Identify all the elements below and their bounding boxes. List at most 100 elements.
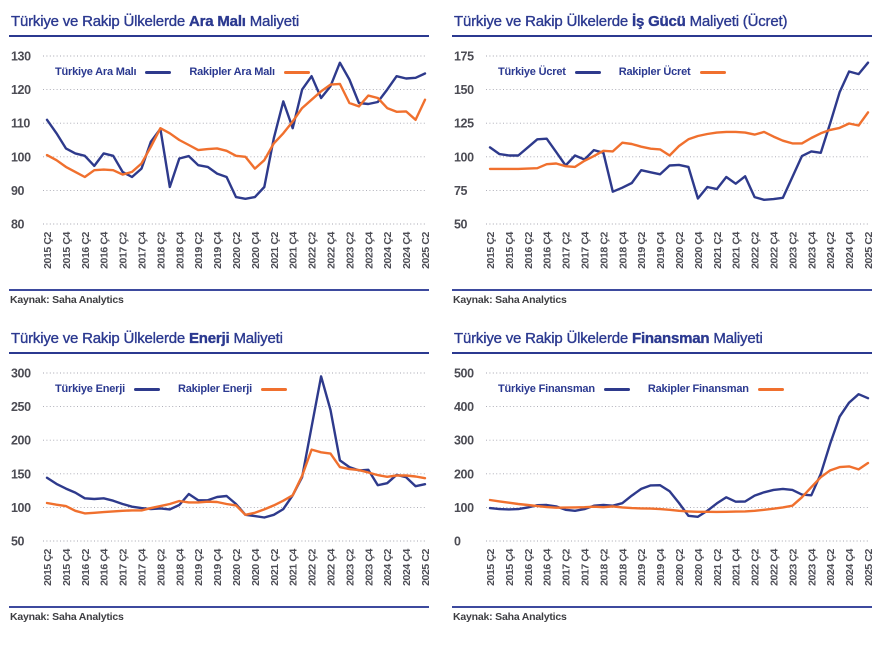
title-bold: Enerji bbox=[189, 330, 230, 347]
legend-line-swatch bbox=[757, 387, 784, 391]
x-tick-label: 2022 Ç2 bbox=[750, 231, 762, 268]
legend-item: Rakipler Enerji bbox=[178, 383, 287, 395]
x-tick-label: 2021 Ç4 bbox=[731, 548, 743, 585]
source-divider bbox=[9, 606, 429, 608]
legend-item: Türkiye Finansman bbox=[498, 383, 630, 395]
legend-line-swatch bbox=[603, 387, 630, 391]
x-tick-label: 2017 Ç4 bbox=[580, 548, 592, 585]
legend-line-swatch bbox=[699, 70, 726, 74]
legend-label: Rakipler Ücret bbox=[618, 66, 691, 78]
x-tick-label: 2020 Ç4 bbox=[693, 548, 705, 585]
title-prefix: Türkiye ve Rakip Ülkelerde bbox=[454, 330, 629, 347]
x-tick-label: 2016 Ç2 bbox=[523, 231, 535, 268]
legend-line-swatch bbox=[145, 70, 172, 74]
x-tick-label: 2025 Ç2 bbox=[863, 548, 872, 585]
x-tick-label: 2023 Ç2 bbox=[787, 548, 799, 585]
y-tick-label: 110 bbox=[11, 117, 30, 131]
x-tick-label: 2020 Ç4 bbox=[250, 231, 262, 268]
y-tick-label: 500 bbox=[454, 367, 474, 381]
series-line-türkiye-ara-malı bbox=[45, 61, 427, 201]
title-bold: Finansman bbox=[632, 330, 710, 347]
x-tick-label: 2018 Ç2 bbox=[598, 548, 610, 585]
legend-line-swatch bbox=[574, 70, 601, 74]
legend-label: Türkiye Ara Malı bbox=[55, 66, 137, 78]
legend-line-swatch bbox=[283, 70, 310, 74]
legend-item: Rakipler Ücret bbox=[619, 66, 726, 78]
x-tick-label: 2022 Ç2 bbox=[307, 231, 319, 268]
legend-line-swatch bbox=[133, 387, 160, 391]
legend-item: Türkiye Ara Malı bbox=[55, 66, 172, 78]
y-tick-label: 50 bbox=[11, 535, 25, 549]
x-tick-label: 2017 Ç4 bbox=[137, 231, 149, 268]
source-divider bbox=[452, 606, 872, 608]
source-label: Kaynak: Saha Analytics bbox=[453, 294, 567, 306]
source-label: Kaynak: Saha Analytics bbox=[10, 294, 124, 306]
x-tick-label: 2020 Ç2 bbox=[674, 548, 686, 585]
series-line-türkiye-enerji bbox=[45, 375, 427, 519]
y-tick-label: 150 bbox=[454, 83, 474, 97]
line-chart-ara-mali: 80 90 100 110 120 130 2015 Ç2 2015 Ç4 2016 Ç2 201… bbox=[11, 50, 429, 269]
x-tick-label: 2021 Ç2 bbox=[712, 548, 724, 585]
x-tick-label: 2024 Ç2 bbox=[825, 231, 837, 268]
x-tick-label: 2021 Ç2 bbox=[269, 548, 281, 585]
y-tick-label: 175 bbox=[454, 50, 474, 64]
panel-title: Türkiye ve Rakip Ülkelerde İş Gücü Maliy… bbox=[452, 13, 872, 37]
panel-ara-mali: Türkiye ve Rakip Ülkelerde Ara Malı Mali… bbox=[9, 13, 429, 306]
x-tick-label: 2019 Ç2 bbox=[636, 231, 648, 268]
x-tick-label: 2016 Ç2 bbox=[80, 548, 92, 585]
y-tick-label: 50 bbox=[454, 218, 468, 232]
x-tick-label: 2021 Ç4 bbox=[288, 231, 300, 268]
x-tick-label: 2018 Ç4 bbox=[617, 231, 629, 268]
legend-label: Rakipler Ara Malı bbox=[189, 66, 275, 78]
y-tick-label: 100 bbox=[11, 501, 31, 515]
x-tick-label: 2023 Ç4 bbox=[363, 231, 375, 268]
x-tick-label: 2023 Ç2 bbox=[787, 231, 799, 268]
y-tick-label: 90 bbox=[11, 184, 25, 198]
y-tick-label: 300 bbox=[454, 434, 474, 448]
series-line-rakipler-ara-malı bbox=[45, 82, 427, 179]
legend-item: Rakipler Ara Malı bbox=[189, 66, 310, 78]
source-label: Kaynak: Saha Analytics bbox=[453, 611, 567, 623]
x-tick-label: 2019 Ç4 bbox=[212, 548, 224, 585]
x-tick-label: 2016 Ç4 bbox=[99, 548, 111, 585]
series-line-türkiye-finansman bbox=[488, 393, 870, 519]
x-tick-label: 2020 Ç2 bbox=[674, 231, 686, 268]
y-tick-label: 100 bbox=[454, 150, 474, 164]
x-tick-label: 2024 Ç4 bbox=[844, 548, 856, 585]
x-tick-label: 2018 Ç4 bbox=[174, 548, 186, 585]
chart-legend: Türkiye Enerji Rakipler Enerji bbox=[55, 383, 287, 395]
x-tick-label: 2015 Ç2 bbox=[42, 231, 54, 268]
title-suffix: Maliyeti (Ücret) bbox=[689, 13, 788, 30]
x-tick-label: 2017 Ç4 bbox=[137, 548, 149, 585]
x-tick-label: 2020 Ç2 bbox=[231, 548, 243, 585]
x-tick-label: 2015 Ç4 bbox=[504, 231, 516, 268]
title-prefix: Türkiye ve Rakip Ülkelerde bbox=[11, 330, 186, 347]
title-prefix: Türkiye ve Rakip Ülkelerde bbox=[454, 13, 629, 30]
x-tick-label: 2021 Ç4 bbox=[731, 231, 743, 268]
line-chart-finansman: 0 100 200 300 400 500 2015 Ç2 2015 Ç4 2016 Ç2 201… bbox=[454, 367, 872, 586]
y-tick-label: 150 bbox=[11, 467, 31, 481]
x-tick-label: 2021 Ç2 bbox=[712, 231, 724, 268]
x-tick-label: 2017 Ç4 bbox=[580, 231, 592, 268]
chart-legend: Türkiye Ücret Rakipler Ücret bbox=[498, 66, 726, 78]
chart-area: Türkiye Ücret Rakipler Ücret 50 75 100 125 1… bbox=[452, 44, 872, 288]
x-tick-label: 2024 Ç2 bbox=[825, 548, 837, 585]
x-tick-label: 2015 Ç4 bbox=[61, 231, 73, 268]
x-tick-label: 2018 Ç2 bbox=[598, 231, 610, 268]
x-tick-label: 2019 Ç2 bbox=[636, 548, 648, 585]
x-tick-label: 2015 Ç4 bbox=[61, 548, 73, 585]
x-tick-label: 2021 Ç2 bbox=[269, 231, 281, 268]
x-tick-label: 2015 Ç2 bbox=[42, 548, 54, 585]
title-suffix: Maliyeti bbox=[713, 330, 763, 347]
series-line-rakipler-enerji bbox=[45, 448, 427, 517]
x-tick-label: 2023 Ç2 bbox=[344, 231, 356, 268]
legend-label: Türkiye Ücret bbox=[498, 66, 566, 78]
x-tick-label: 2015 Ç2 bbox=[485, 231, 497, 268]
x-tick-label: 2018 Ç2 bbox=[155, 231, 167, 268]
panel-title: Türkiye ve Rakip Ülkelerde Finansman Mal… bbox=[452, 330, 872, 354]
x-tick-label: 2024 Ç4 bbox=[401, 548, 413, 585]
panel-is-gucu: Türkiye ve Rakip Ülkelerde İş Gücü Maliy… bbox=[452, 13, 872, 306]
title-suffix: Maliyeti bbox=[233, 330, 283, 347]
x-tick-label: 2016 Ç4 bbox=[542, 231, 554, 268]
title-suffix: Maliyeti bbox=[249, 13, 300, 30]
